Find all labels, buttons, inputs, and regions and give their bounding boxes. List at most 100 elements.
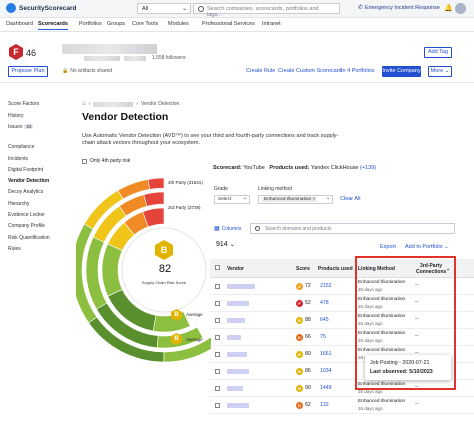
column-header-3rd-party-connections[interactable]: 3rd-Party Connections	[416, 263, 447, 275]
sidebar-item-decoy-analytics[interactable]: Decoy Analytics	[8, 189, 44, 195]
nav-portfolios[interactable]: Portfolios	[79, 21, 102, 27]
inner-ring-segment[interactable]	[101, 243, 123, 297]
vendor-name-redacted[interactable]	[227, 284, 255, 289]
vendor-name-redacted[interactable]	[227, 301, 249, 306]
vendor-name-redacted[interactable]	[227, 352, 247, 357]
brand-logo[interactable]: SecurityScorecard	[6, 3, 76, 13]
products-used-count[interactable]: 2152	[320, 283, 332, 289]
linking-method-value[interactable]: Enhanced Illumination	[358, 297, 406, 302]
home-icon[interactable]: ⌂	[82, 101, 86, 107]
nav-groups[interactable]: Groups	[107, 21, 126, 27]
sidebar-item-history[interactable]: History	[8, 113, 24, 119]
propose-plan-button[interactable]: Propose Plan	[8, 66, 48, 77]
inner-ring-segment[interactable]	[142, 207, 165, 228]
linking-method-value[interactable]: Enhanced Illumination	[358, 399, 406, 404]
outer-ring-segment[interactable]	[147, 177, 165, 190]
chevron-down-icon[interactable]: ⌄	[446, 266, 451, 272]
nav-professional-services[interactable]: Professional Services	[202, 21, 255, 27]
vendor-name-redacted[interactable]	[227, 318, 245, 323]
linking-method-chip[interactable]: Enhanced Illumination ×	[262, 197, 318, 202]
nav-scorecards[interactable]: Scorecards	[38, 21, 68, 30]
add-to-portfolio-link[interactable]: Add to Portfolio ⌄	[405, 244, 449, 250]
products-more-link[interactable]: (+139)	[360, 165, 377, 171]
grade-filter-select[interactable]: Select ⌄	[214, 195, 250, 204]
sidebar-item-evidence-locker[interactable]: Evidence Locker	[8, 212, 45, 218]
linking-method-select[interactable]: Enhanced Illumination × ⌄	[258, 195, 333, 204]
sidebar-item-rules[interactable]: Rules	[8, 246, 21, 252]
middle-ring-segment[interactable]	[143, 191, 165, 207]
nav-dashboard[interactable]: Dashboard	[6, 21, 33, 27]
breadcrumb-company-redacted[interactable]	[93, 101, 134, 107]
products-used-count[interactable]: 132	[320, 402, 329, 408]
table-row[interactable]: B 90 1449 Enhanced Illumination 26 days ago -…	[210, 380, 474, 397]
column-header-products-used[interactable]: Products used	[318, 266, 353, 272]
table-row[interactable]: B 88 645 Enhanced Illumination 26 days ago --	[210, 312, 474, 329]
linking-method-value[interactable]: Enhanced Illumination	[358, 348, 406, 353]
sidebar-item-issues[interactable]: Issues 83	[8, 124, 34, 130]
table-row[interactable]: D 66 75 Enhanced Illumination 26 days ago --	[210, 329, 474, 346]
row-checkbox[interactable]	[215, 369, 220, 374]
invite-company-button[interactable]: Invite Company	[382, 66, 421, 77]
row-checkbox[interactable]	[215, 386, 220, 391]
only-4th-party-toggle[interactable]: Only 4th party risk	[82, 158, 130, 164]
nav-core-tools[interactable]: Core Tools	[132, 21, 159, 27]
scope-select[interactable]: All ⌄	[137, 3, 191, 14]
clear-all-link[interactable]: Clear All	[340, 196, 361, 202]
row-checkbox[interactable]	[215, 318, 220, 323]
sidebar-item-risk-quantification[interactable]: Risk Quantification	[8, 235, 50, 241]
table-row[interactable]: D 62 132 Enhanced Illumination 26 days ago --	[210, 397, 474, 414]
create-rule-link[interactable]: Create Rule	[246, 68, 276, 74]
row-checkbox[interactable]	[215, 403, 220, 408]
nav-intranet[interactable]: Intranet	[262, 21, 281, 27]
row-checkbox[interactable]	[215, 301, 220, 306]
create-custom-scorecard-link[interactable]: Create Custom Scorecard	[278, 68, 342, 74]
products-used-count[interactable]: 1661	[320, 351, 332, 357]
portfolios-link[interactable]: In 4 Portfolios	[341, 68, 375, 74]
products-used-count[interactable]: 1034	[320, 368, 332, 374]
columns-button[interactable]: ▦ Columns	[214, 225, 241, 233]
row-checkbox[interactable]	[215, 352, 220, 357]
sidebar-item-vendor-detection[interactable]: Vendor Detection	[8, 178, 50, 184]
close-icon[interactable]: ×	[312, 197, 316, 202]
table-search-input[interactable]: Search domains and products	[250, 223, 455, 234]
outer-ring-segment[interactable]	[163, 336, 211, 363]
sidebar-item-compliance[interactable]: Compliance	[8, 144, 35, 150]
sidebar-item-digital-footprint[interactable]: Digital Footprint	[8, 167, 44, 173]
global-search-input[interactable]: Search companies, scorecards, portfolios…	[193, 3, 340, 18]
row-checkbox[interactable]	[215, 335, 220, 340]
linking-method-value[interactable]: Enhanced Illumination	[358, 314, 406, 319]
sidebar-item-hierarchy[interactable]: Hierarchy	[8, 201, 30, 207]
more-button[interactable]: More ⌄	[428, 66, 452, 77]
export-link[interactable]: Export	[380, 244, 396, 250]
products-used-count[interactable]: 1449	[320, 385, 332, 391]
vendor-name-redacted[interactable]	[227, 386, 243, 391]
column-header-vendor[interactable]: Vendor	[227, 266, 244, 272]
vendor-name-redacted[interactable]	[227, 369, 249, 374]
table-row[interactable]: C 72 2152 Enhanced Illumination 26 days ago -…	[210, 278, 474, 295]
bell-icon[interactable]: 🔔	[444, 5, 453, 12]
vendor-name-redacted[interactable]	[227, 403, 249, 408]
sidebar-item-incidents[interactable]: Incidents	[8, 156, 29, 162]
products-used-count[interactable]: 645	[320, 317, 329, 323]
products-used-count[interactable]: 478	[320, 300, 329, 306]
column-header-score[interactable]: Score	[296, 266, 310, 272]
linking-method-value[interactable]: Enhanced Illumination	[358, 382, 406, 387]
add-tag-button[interactable]: Add Tag	[424, 47, 452, 58]
linking-method-value[interactable]: Enhanced Illumination	[358, 280, 406, 285]
linking-method-value[interactable]: Enhanced Illumination	[358, 331, 406, 336]
table-row[interactable]: F 52 478 Enhanced Illumination 26 days ago --	[210, 295, 474, 312]
select-all-checkbox[interactable]	[215, 265, 220, 270]
only-4th-party-checkbox[interactable]	[82, 158, 87, 164]
nav-modules[interactable]: Modules	[168, 21, 189, 27]
row-checkbox[interactable]	[215, 284, 220, 289]
column-header-linking-method[interactable]: Linking Method	[358, 266, 395, 272]
results-count[interactable]: 914 ⌄	[216, 241, 235, 248]
sidebar-item-company-profile[interactable]: Company Profile	[8, 223, 45, 229]
sidebar-item-score-factors[interactable]: Score Factors	[8, 101, 40, 107]
table-row[interactable]: B 86 1034	[210, 363, 474, 380]
products-used-count[interactable]: 75	[320, 334, 326, 340]
emergency-incident-link[interactable]: ✆ Emergency Incident Response	[358, 4, 440, 12]
vendor-name-redacted[interactable]	[227, 335, 241, 340]
avatar[interactable]	[455, 3, 466, 14]
